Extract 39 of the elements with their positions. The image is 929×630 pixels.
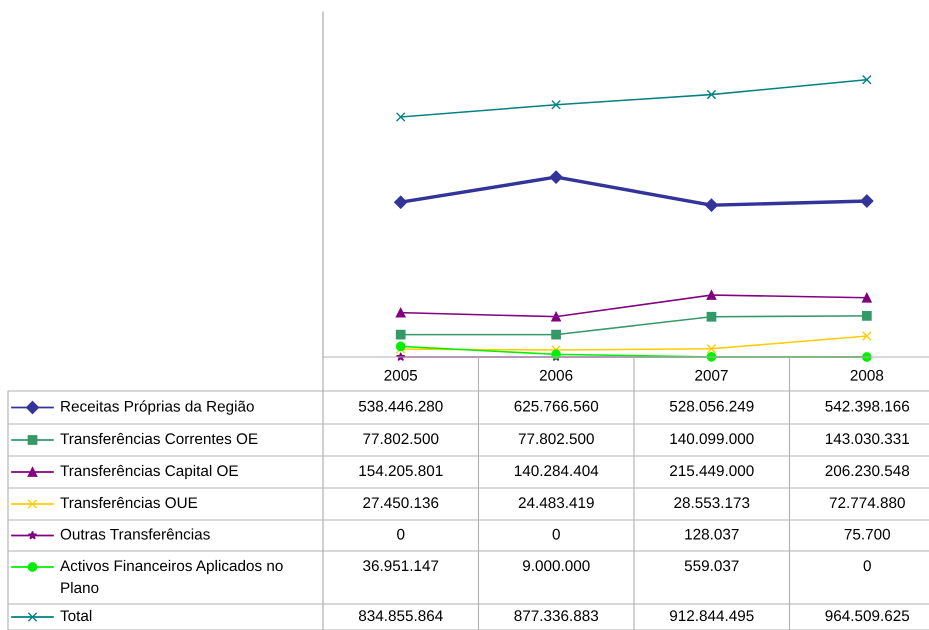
data-label: 834.855.864 bbox=[358, 610, 443, 622]
data-label: 559.037 bbox=[684, 560, 739, 572]
legend-label: Activos Financeiros Aplicados no Plano bbox=[60, 560, 283, 594]
data-label: 36.951.147 bbox=[363, 560, 438, 572]
data-label: 77.802.500 bbox=[363, 433, 438, 444]
legend-label: Transferências Capital OE bbox=[60, 464, 238, 480]
data-label: 625.766.560 bbox=[514, 400, 598, 412]
x-tick-label: 2006 bbox=[540, 370, 572, 381]
legend-label: Receitas Próprias da Região bbox=[61, 400, 254, 415]
data-label: 128.037 bbox=[685, 528, 739, 540]
data-label: 28.553.173 bbox=[674, 497, 750, 508]
legend-label: Transferências OUE bbox=[60, 496, 198, 508]
legend-label: Total bbox=[60, 610, 92, 622]
data-label: 528.056.249 bbox=[670, 400, 754, 412]
data-label: 154.205.801 bbox=[359, 465, 442, 476]
data-label: 143.030.331 bbox=[826, 433, 909, 444]
data-label: 0 bbox=[397, 528, 404, 540]
data-label: 75.700 bbox=[844, 528, 890, 540]
legend-label: Transferências Correntes OE bbox=[60, 432, 258, 444]
data-label: 877.336.883 bbox=[514, 610, 598, 622]
data-label: 24.483.419 bbox=[518, 497, 594, 508]
data-label: 912.844.495 bbox=[670, 610, 754, 622]
data-label: 215.449.000 bbox=[670, 465, 754, 476]
legend-label: Outras Transferências bbox=[60, 528, 210, 540]
data-label: 140.099.000 bbox=[670, 433, 754, 444]
data-label: 27.450.136 bbox=[363, 497, 438, 508]
data-label: 538.446.280 bbox=[358, 400, 443, 412]
x-tick-label: 2007 bbox=[695, 370, 728, 381]
data-label: 964.509.625 bbox=[825, 610, 910, 622]
data-label: 9.000.000 bbox=[522, 560, 590, 572]
data-label: 140.284.404 bbox=[514, 465, 598, 476]
data-label: 77.802.500 bbox=[518, 433, 594, 444]
x-tick-label: 2008 bbox=[850, 370, 884, 381]
data-label: 0 bbox=[552, 528, 560, 540]
data-label: 0 bbox=[864, 560, 871, 572]
data-label: 72.774.880 bbox=[830, 497, 905, 508]
data-label: 206.230.548 bbox=[826, 465, 910, 476]
x-tick-label: 2005 bbox=[384, 370, 418, 381]
data-label: 542.398.166 bbox=[825, 400, 910, 412]
